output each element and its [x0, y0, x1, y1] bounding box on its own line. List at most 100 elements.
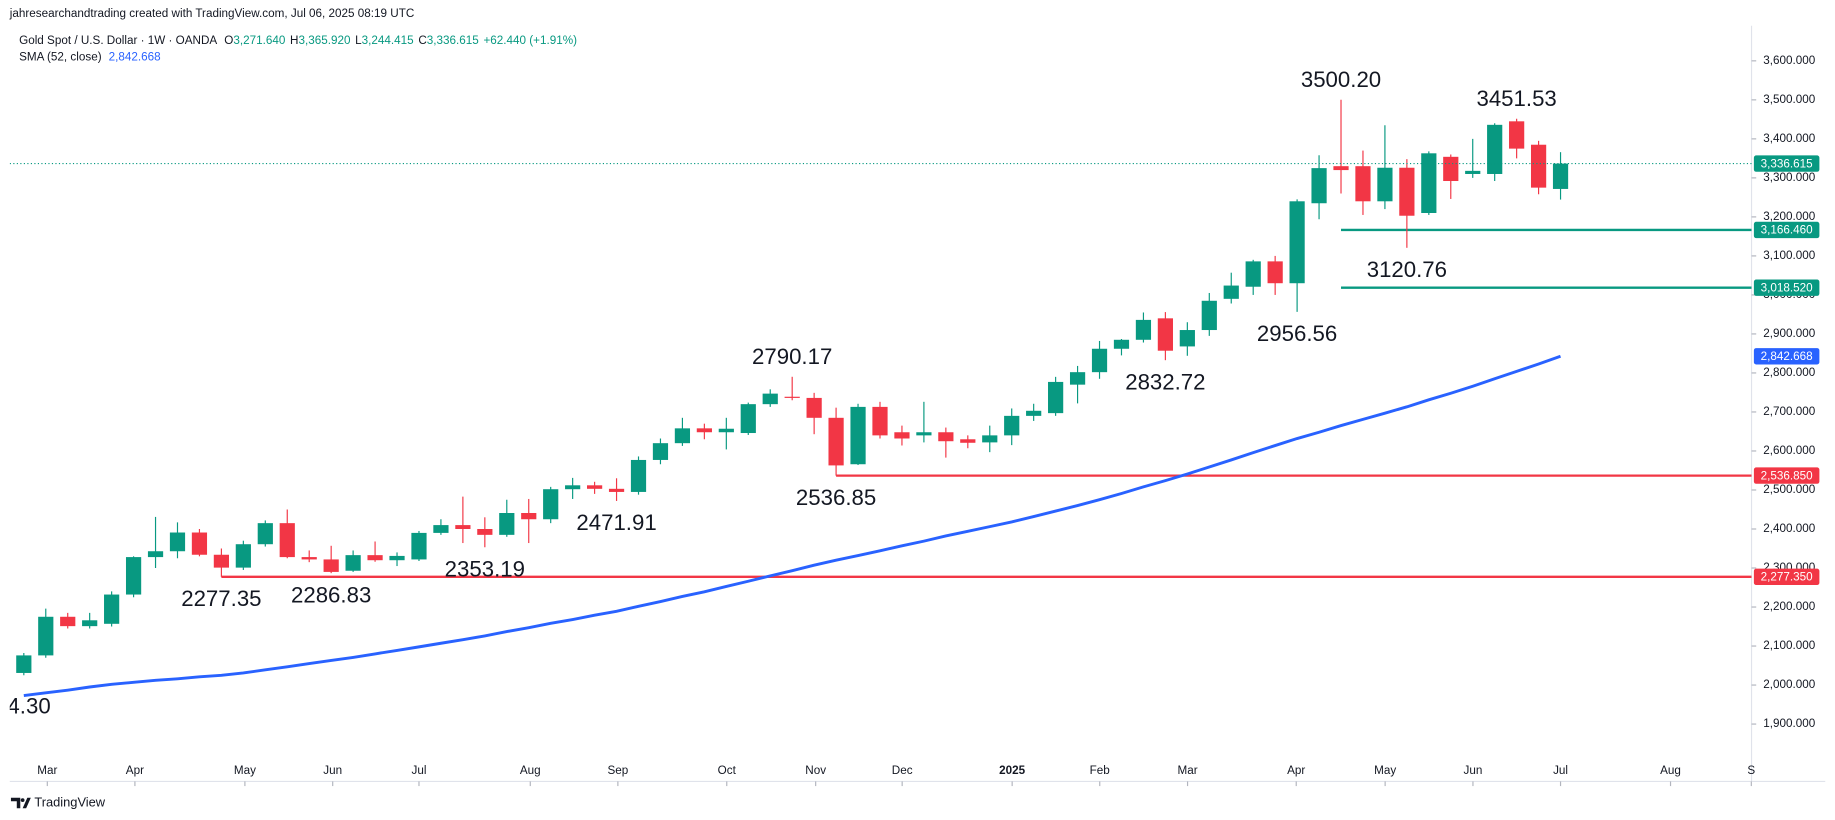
y-tick-label: 2,400.000	[1763, 522, 1815, 535]
annotation: 2536.85	[796, 485, 876, 510]
candle-body	[38, 616, 54, 656]
candle-body	[521, 513, 537, 520]
y-tick-label: 3,600.000	[1763, 54, 1815, 67]
annotation: 3500.20	[1301, 67, 1381, 92]
candle-body	[213, 554, 230, 568]
y-tick-label: 2,500.000	[1763, 483, 1815, 496]
candle-body	[718, 428, 734, 433]
candle-body	[806, 397, 822, 418]
y-tick-label: 2,800.000	[1763, 366, 1815, 379]
x-tick-label: S	[1747, 764, 1755, 777]
candle-body	[916, 432, 932, 436]
candle-body	[762, 393, 778, 405]
candle-body	[894, 432, 910, 439]
candle-body	[389, 555, 405, 561]
candle-body	[740, 404, 756, 434]
candle-body	[674, 428, 691, 444]
candle-body	[543, 489, 559, 520]
ohlc-value: 3,336.615	[427, 34, 479, 47]
y-tick-label: 2,000.000	[1763, 678, 1815, 691]
ohlc-key: O	[224, 34, 233, 47]
candle-body	[104, 594, 120, 624]
ohlc-key: H	[290, 34, 298, 47]
x-tick-label: 2025	[999, 764, 1026, 777]
y-tick-label: 2,200.000	[1763, 600, 1815, 613]
candle-body	[82, 620, 98, 627]
candle-body	[696, 428, 712, 433]
candle-body	[1399, 167, 1415, 216]
candle-body	[1311, 168, 1327, 204]
annotation: 2832.72	[1125, 369, 1205, 394]
candle-body	[235, 544, 251, 568]
candle-body	[1421, 153, 1437, 213]
annotation: 2353.19	[445, 557, 525, 582]
candle-body	[60, 616, 76, 627]
candle-body	[1377, 167, 1393, 202]
y-tick-label: 2,100.000	[1763, 639, 1815, 652]
symbol: Gold Spot / U.S. Dollar · 1W · OANDA	[19, 34, 217, 47]
level-tag-bg	[1753, 467, 1820, 484]
last-price-tag: 3,336.615	[1761, 157, 1813, 170]
annotation: 2471.91	[576, 510, 656, 535]
x-tick-label: Apr	[126, 764, 144, 777]
candle-body	[960, 439, 976, 443]
candle-body	[279, 523, 295, 558]
x-tick-label: Jul	[1553, 764, 1568, 777]
x-tick-label: Mar	[1177, 764, 1197, 777]
x-tick-label: Sep	[607, 764, 628, 777]
level-tag-bg	[1753, 568, 1820, 586]
x-tick-label: Oct	[718, 764, 737, 777]
candle-body	[850, 406, 866, 465]
candle-body	[455, 525, 471, 529]
candle-body	[938, 432, 954, 442]
candle-body	[1509, 121, 1525, 149]
candle-body	[147, 551, 164, 558]
sma-tag: 2,842.668	[1761, 350, 1813, 363]
y-tick-label: 3,100.000	[1763, 249, 1815, 262]
candle-body	[323, 559, 339, 572]
x-tick-label: Mar	[37, 764, 57, 777]
ohlc-key: C	[418, 34, 426, 47]
plot-area: 3500.20 3451.53 3120.76 2956.56 2832.72 2790.…	[7, 67, 1752, 719]
candle-body	[1465, 170, 1481, 174]
annotation: 2956.56	[1257, 321, 1337, 346]
watermark: jahresearchandtrading created with Tradi…	[9, 7, 415, 20]
x-tick-label: Jun	[1464, 764, 1483, 777]
candle-body	[1135, 319, 1152, 340]
y-tick-label: 2,900.000	[1763, 327, 1815, 340]
y-tick-label: 3,500.000	[1763, 93, 1815, 106]
candle-body	[125, 557, 142, 595]
change: +62.440 (+1.91%)	[483, 34, 577, 47]
candle-body	[1333, 166, 1349, 171]
candle-body	[1487, 124, 1503, 174]
candle-body	[1004, 415, 1020, 436]
candle-body	[1355, 166, 1371, 202]
candle-body	[565, 485, 581, 490]
candle-body	[1113, 339, 1130, 349]
candle-body	[872, 406, 888, 436]
x-tick-label: Jun	[323, 764, 342, 777]
y-tick-label: 3,200.000	[1763, 210, 1815, 223]
annotation: 3120.76	[1367, 257, 1447, 282]
candle-body	[1048, 381, 1064, 414]
candle-body	[16, 655, 32, 673]
x-tick-label: Aug	[1660, 764, 1681, 777]
symbol-legend: Gold Spot / U.S. Dollar · 1W · OANDA O3,2…	[19, 34, 577, 47]
level-tag: 2,277.350	[1761, 571, 1813, 584]
candle-body	[1201, 300, 1217, 331]
annotation: 4.30	[7, 694, 50, 719]
brand-logo: TradingView	[10, 794, 106, 809]
x-tick-label: Jul	[411, 764, 426, 777]
candle-body	[1069, 372, 1086, 385]
ohlc-value: 3,271.640	[233, 34, 285, 47]
level-tag: 3,166.460	[1761, 224, 1813, 237]
candle-body	[1026, 410, 1042, 416]
x-tick-label: Apr	[1287, 764, 1305, 777]
candle-body	[1289, 201, 1305, 284]
last-price-tag-bg	[1753, 155, 1820, 172]
sma-tag-bg	[1753, 348, 1820, 365]
sma-line	[23, 354, 1562, 697]
